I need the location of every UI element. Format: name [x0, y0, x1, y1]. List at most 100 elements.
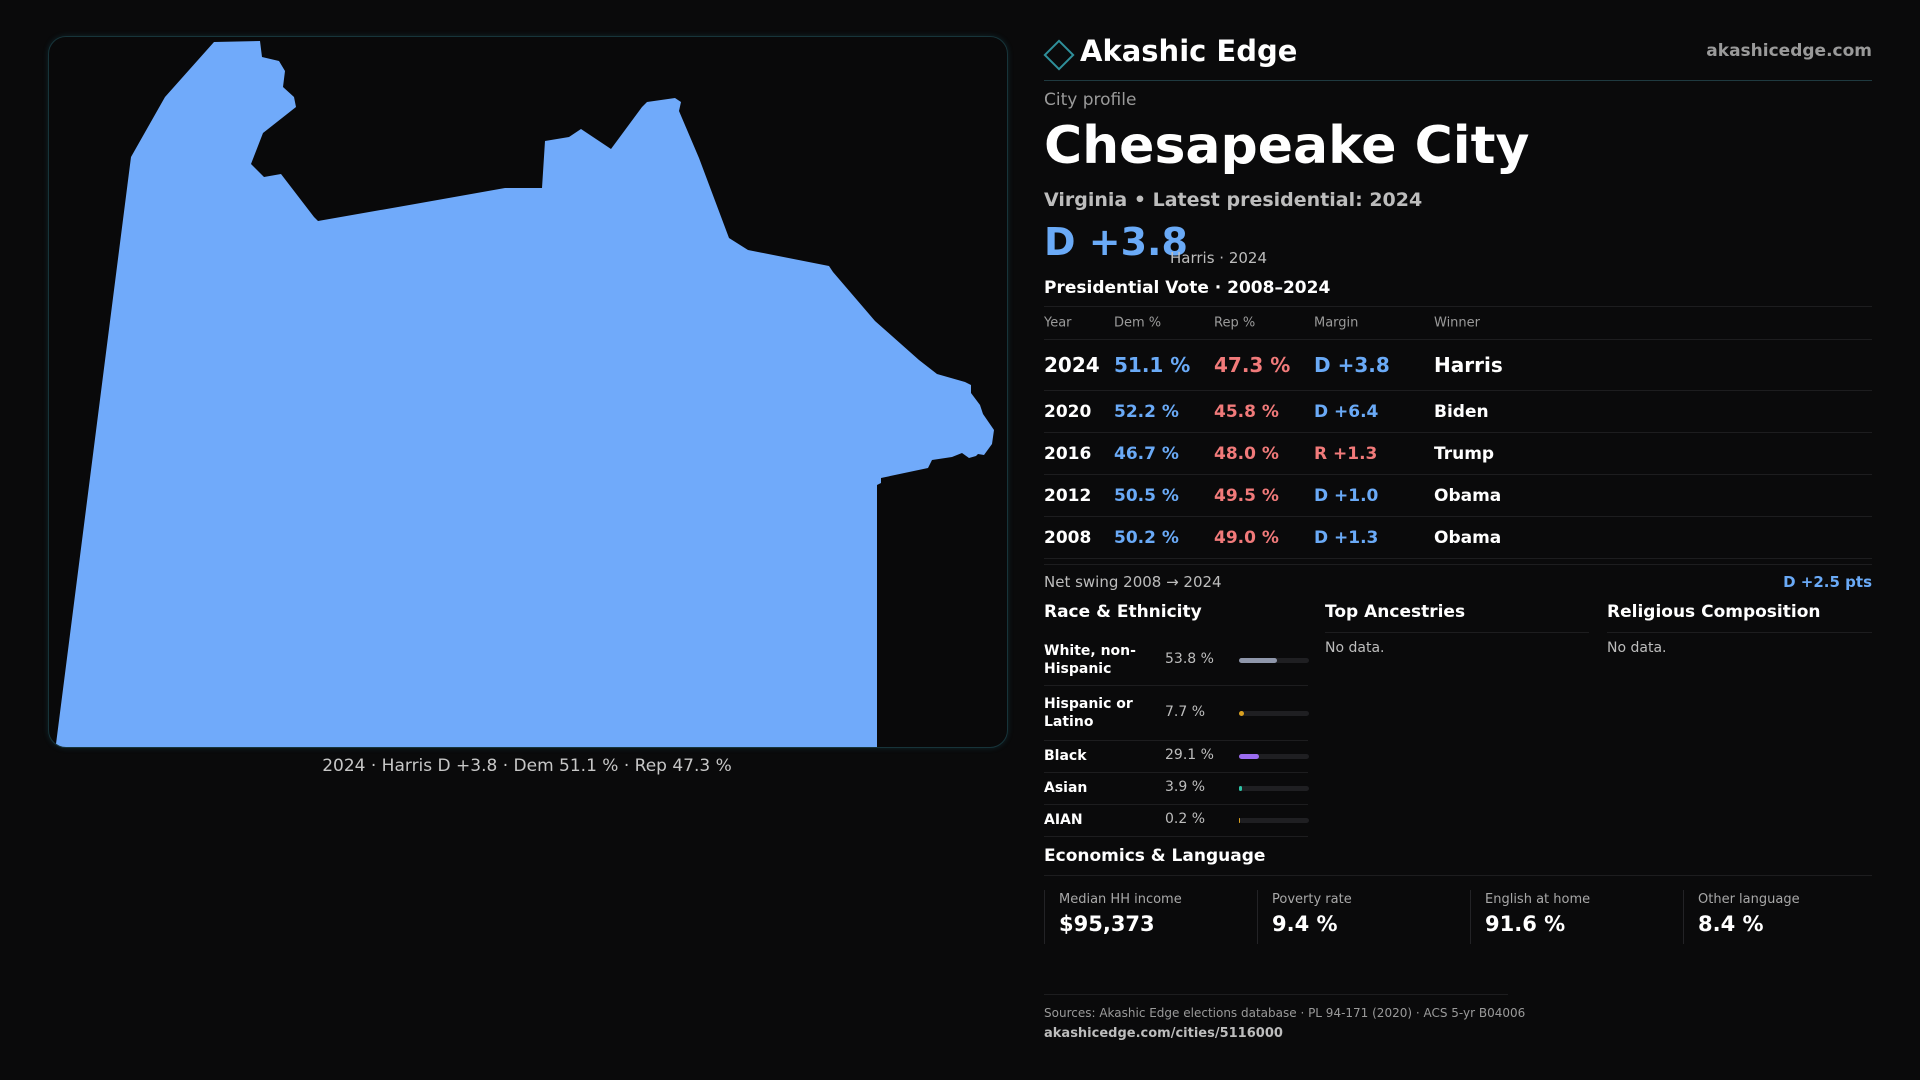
city-url-link[interactable]: akashicedge.com/cities/5116000	[1044, 1026, 1283, 1041]
row-dem: 50.2 %	[1114, 527, 1179, 548]
race-row: AIAN 0.2 %	[1044, 804, 1309, 837]
row-rep: 45.8 %	[1214, 401, 1279, 422]
row-year: 2012	[1044, 485, 1092, 506]
top-ancestries-title: Top Ancestries	[1325, 602, 1466, 622]
row-dem: 52.2 %	[1114, 401, 1179, 422]
race-label: Asian	[1044, 780, 1088, 796]
headline-margin: D +3.8	[1044, 220, 1188, 264]
table-row: 2016 46.7 % 48.0 % R +1.3 Trump	[1044, 433, 1872, 475]
sources-text: Sources: Akashic Edge elections database…	[1044, 1006, 1526, 1020]
map-caption: 2024 · Harris D +3.8 · Dem 51.1 % · Rep …	[322, 756, 732, 776]
race-row: White, non-Hispanic 53.8 %	[1044, 634, 1309, 686]
presidential-vote-title: Presidential Vote · 2008–2024	[1044, 278, 1331, 298]
row-margin: D +1.3	[1314, 527, 1379, 548]
race-row: Hispanic or Latino 7.7 %	[1044, 685, 1309, 741]
stat-value: 9.4 %	[1272, 912, 1338, 936]
race-bar-fill	[1239, 786, 1242, 791]
race-bar-track	[1239, 754, 1309, 759]
net-swing-row: Net swing 2008 → 2024 D +2.5 pts	[1044, 564, 1872, 601]
header-dem: Dem %	[1114, 315, 1162, 331]
row-year: 2008	[1044, 527, 1092, 548]
header-margin: Margin	[1314, 315, 1359, 331]
row-year: 2024	[1044, 353, 1100, 377]
stat-label: Median HH income	[1059, 892, 1182, 907]
race-bar-fill	[1239, 754, 1260, 759]
net-swing-label: Net swing 2008 → 2024	[1044, 573, 1222, 591]
stat-poverty-rate: Poverty rate 9.4 %	[1257, 890, 1468, 944]
page-kicker: City profile	[1044, 90, 1137, 110]
row-dem: 51.1 %	[1114, 353, 1191, 377]
city-boundary-shape[interactable]	[56, 41, 994, 747]
religious-composition-title: Religious Composition	[1607, 602, 1821, 622]
table-row: 2024 51.1 % 47.3 % D +3.8 Harris	[1044, 340, 1872, 391]
row-margin: D +1.0	[1314, 485, 1379, 506]
race-row: Black 29.1 %	[1044, 740, 1309, 773]
row-rep: 48.0 %	[1214, 443, 1279, 464]
economics-divider	[1044, 875, 1872, 876]
race-bar-track	[1239, 786, 1309, 791]
race-bar-track	[1239, 658, 1309, 663]
ancestries-no-data: No data.	[1325, 640, 1385, 656]
race-label: Black	[1044, 748, 1087, 764]
economics-language-title: Economics & Language	[1044, 846, 1266, 866]
row-rep: 47.3 %	[1214, 353, 1291, 377]
stat-value: 91.6 %	[1485, 912, 1566, 936]
header-rep: Rep %	[1214, 315, 1256, 331]
row-dem: 50.5 %	[1114, 485, 1179, 506]
table-row: 2012 50.5 % 49.5 % D +1.0 Obama	[1044, 475, 1872, 517]
religion-no-data: No data.	[1607, 640, 1667, 656]
race-label: AIAN	[1044, 812, 1083, 828]
row-winner: Biden	[1434, 401, 1489, 422]
race-pct: 7.7 %	[1165, 704, 1206, 720]
net-swing-value: D +2.5 pts	[1783, 573, 1872, 591]
presidential-vote-table: Year Dem % Rep % Margin Winner 2024 51.1…	[1044, 306, 1872, 559]
religion-divider	[1607, 632, 1872, 633]
race-bar-fill	[1239, 658, 1277, 663]
row-winner: Obama	[1434, 527, 1502, 548]
header-year: Year	[1044, 315, 1072, 331]
table-row: 2008 50.2 % 49.0 % D +1.3 Obama	[1044, 517, 1872, 559]
stat-median-income: Median HH income $95,373	[1044, 890, 1255, 944]
brand-url-link[interactable]: akashicedge.com	[1706, 41, 1872, 61]
row-year: 2020	[1044, 401, 1092, 422]
sources-divider	[1044, 994, 1508, 995]
stat-value: $95,373	[1059, 912, 1155, 936]
row-rep: 49.5 %	[1214, 485, 1279, 506]
race-label: White, non-Hispanic	[1044, 643, 1136, 677]
race-row: Asian 3.9 %	[1044, 772, 1309, 805]
ancestries-divider	[1325, 632, 1589, 633]
headline-note: Harris · 2024	[1170, 249, 1268, 267]
row-winner: Trump	[1434, 443, 1495, 464]
row-margin: R +1.3	[1314, 443, 1378, 464]
race-ethnicity-title: Race & Ethnicity	[1044, 602, 1202, 622]
row-winner: Obama	[1434, 485, 1502, 506]
row-year: 2016	[1044, 443, 1092, 464]
row-rep: 49.0 %	[1214, 527, 1279, 548]
map-panel	[48, 36, 1008, 748]
page-subtitle: Virginia • Latest presidential: 2024	[1044, 189, 1423, 211]
race-pct: 3.9 %	[1165, 779, 1206, 795]
stat-label: Poverty rate	[1272, 892, 1352, 907]
table-row: 2020 52.2 % 45.8 % D +6.4 Biden	[1044, 391, 1872, 433]
page-title: Chesapeake City	[1044, 116, 1530, 176]
race-bar-track	[1239, 711, 1309, 716]
race-pct: 53.8 %	[1165, 651, 1214, 667]
stat-label: English at home	[1485, 892, 1591, 907]
city-boundary-map[interactable]	[49, 37, 1007, 747]
stat-value: 8.4 %	[1698, 912, 1764, 936]
header-winner: Winner	[1434, 315, 1481, 331]
table-header: Year Dem % Rep % Margin Winner	[1044, 306, 1872, 340]
stat-english-at-home: English at home 91.6 %	[1470, 890, 1681, 944]
brand-name[interactable]: Akashic Edge	[1080, 34, 1298, 68]
race-bar-fill	[1239, 711, 1245, 716]
row-winner: Harris	[1434, 353, 1503, 377]
race-bar-track	[1239, 818, 1309, 823]
row-margin: D +3.8	[1314, 353, 1390, 377]
race-label: Hispanic or Latino	[1044, 696, 1133, 730]
race-pct: 0.2 %	[1165, 811, 1206, 827]
stat-label: Other language	[1698, 892, 1800, 907]
row-margin: D +6.4	[1314, 401, 1379, 422]
stat-other-language: Other language 8.4 %	[1683, 890, 1894, 944]
brand-header: Akashic Edge akashicedge.com	[1043, 30, 1872, 81]
row-dem: 46.7 %	[1114, 443, 1179, 464]
